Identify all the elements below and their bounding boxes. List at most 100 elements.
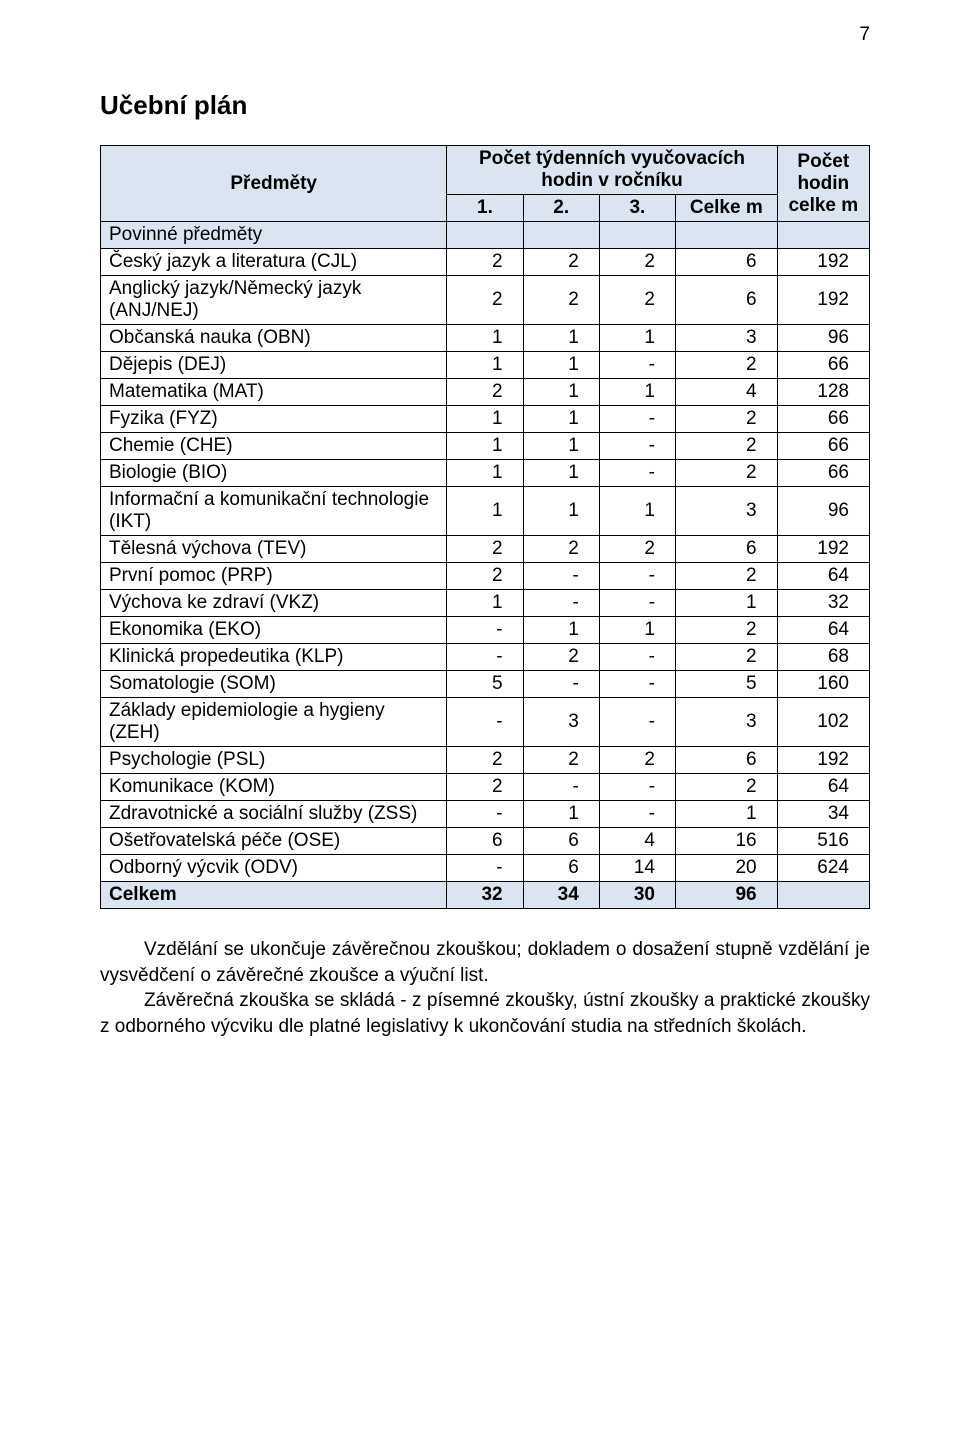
value-cell: 1 xyxy=(675,801,777,828)
value-cell: 1 xyxy=(523,352,599,379)
curriculum-table: Předměty Počet týdenních vyučovacích hod… xyxy=(100,145,870,909)
value-cell: 2 xyxy=(675,617,777,644)
header-year-3: 3. xyxy=(599,195,675,222)
value-cell: 34 xyxy=(523,882,599,909)
section-blank xyxy=(523,222,599,249)
value-cell: 2 xyxy=(523,249,599,276)
value-cell: 2 xyxy=(447,774,523,801)
value-cell: - xyxy=(523,671,599,698)
value-cell: - xyxy=(599,698,675,747)
value-cell: - xyxy=(447,617,523,644)
value-cell: 68 xyxy=(777,644,869,671)
value-cell: 1 xyxy=(447,352,523,379)
subject-name: Ekonomika (EKO) xyxy=(101,617,447,644)
value-cell: - xyxy=(523,563,599,590)
value-cell: - xyxy=(599,801,675,828)
value-cell: - xyxy=(599,352,675,379)
value-cell: 1 xyxy=(447,325,523,352)
value-cell: 1 xyxy=(523,460,599,487)
value-cell: - xyxy=(599,590,675,617)
value-cell: 3 xyxy=(675,325,777,352)
subject-name: Komunikace (KOM) xyxy=(101,774,447,801)
value-cell: 1 xyxy=(675,590,777,617)
value-cell: 102 xyxy=(777,698,869,747)
value-cell: 1 xyxy=(447,406,523,433)
value-cell: - xyxy=(523,774,599,801)
value-cell: - xyxy=(599,406,675,433)
section-blank xyxy=(777,222,869,249)
value-cell: 66 xyxy=(777,352,869,379)
value-cell: - xyxy=(599,433,675,460)
value-cell: 1 xyxy=(523,433,599,460)
subject-name: Chemie (CHE) xyxy=(101,433,447,460)
subject-name: Občanská nauka (OBN) xyxy=(101,325,447,352)
header-total-hours: Počet hodin celke m xyxy=(777,146,869,222)
paragraph: Závěrečná zkouška se skládá - z písemné … xyxy=(100,988,870,1039)
value-cell: 32 xyxy=(447,882,523,909)
value-cell: 1 xyxy=(599,487,675,536)
value-cell: 6 xyxy=(447,828,523,855)
value-cell: 6 xyxy=(675,747,777,774)
value-cell: 3 xyxy=(523,698,599,747)
value-cell: 4 xyxy=(675,379,777,406)
subject-name: Klinická propedeutika (KLP) xyxy=(101,644,447,671)
value-cell: 2 xyxy=(523,276,599,325)
value-cell: 128 xyxy=(777,379,869,406)
value-cell: 1 xyxy=(523,487,599,536)
value-cell: 5 xyxy=(447,671,523,698)
value-cell: 2 xyxy=(523,644,599,671)
header-sum: Celke m xyxy=(675,195,777,222)
value-cell: - xyxy=(599,563,675,590)
value-cell: 2 xyxy=(599,249,675,276)
value-cell: 192 xyxy=(777,249,869,276)
value-cell: 2 xyxy=(675,352,777,379)
value-cell: 1 xyxy=(447,460,523,487)
value-cell: 2 xyxy=(675,433,777,460)
value-cell: - xyxy=(447,698,523,747)
paragraph: Vzdělání se ukončuje závěrečnou zkouškou… xyxy=(100,937,870,988)
page-number: 7 xyxy=(859,24,870,46)
value-cell: 1 xyxy=(599,379,675,406)
value-cell: - xyxy=(599,644,675,671)
subject-name: Fyzika (FYZ) xyxy=(101,406,447,433)
value-cell: 66 xyxy=(777,406,869,433)
header-year-2: 2. xyxy=(523,195,599,222)
subject-name: Zdravotnické a sociální služby (ZSS) xyxy=(101,801,447,828)
subject-name: První pomoc (PRP) xyxy=(101,563,447,590)
value-cell: 2 xyxy=(447,563,523,590)
value-cell: 64 xyxy=(777,774,869,801)
section-blank xyxy=(675,222,777,249)
value-cell: 20 xyxy=(675,855,777,882)
value-cell: 160 xyxy=(777,671,869,698)
subject-name: Odborný výcvik (ODV) xyxy=(101,855,447,882)
value-cell: 2 xyxy=(447,536,523,563)
value-cell: 6 xyxy=(675,249,777,276)
body-text: Vzdělání se ukončuje závěrečnou zkouškou… xyxy=(100,937,870,1040)
value-cell: 2 xyxy=(675,644,777,671)
value-cell: 64 xyxy=(777,563,869,590)
value-cell: 1 xyxy=(523,325,599,352)
value-cell: 2 xyxy=(523,747,599,774)
subject-name: Ošetřovatelská péče (OSE) xyxy=(101,828,447,855)
value-cell: 1 xyxy=(447,433,523,460)
value-cell: 1 xyxy=(447,590,523,617)
value-cell: 66 xyxy=(777,460,869,487)
value-cell: 6 xyxy=(675,276,777,325)
section-label: Povinné předměty xyxy=(101,222,447,249)
value-cell: 4 xyxy=(599,828,675,855)
page-title: Učební plán xyxy=(100,90,870,121)
value-cell: 2 xyxy=(599,536,675,563)
value-cell: 2 xyxy=(599,747,675,774)
value-cell: 16 xyxy=(675,828,777,855)
value-cell: 2 xyxy=(447,249,523,276)
header-year-1: 1. xyxy=(447,195,523,222)
value-cell: 192 xyxy=(777,747,869,774)
value-cell: 624 xyxy=(777,855,869,882)
value-cell: 1 xyxy=(523,801,599,828)
value-cell: 3 xyxy=(675,487,777,536)
value-cell: 30 xyxy=(599,882,675,909)
value-cell: 516 xyxy=(777,828,869,855)
value-cell: 1 xyxy=(599,325,675,352)
value-cell: 1 xyxy=(523,406,599,433)
value-cell: 66 xyxy=(777,433,869,460)
